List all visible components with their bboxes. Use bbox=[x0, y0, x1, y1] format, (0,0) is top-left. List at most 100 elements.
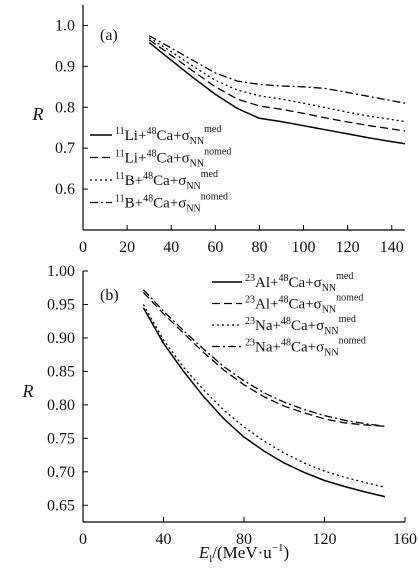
legend-kind: nomed bbox=[201, 192, 228, 203]
x-tick-label: 120 bbox=[313, 531, 337, 548]
legend-sigma: σ bbox=[316, 318, 324, 334]
legend-entry-3: 23Na+48Ca+σNNmed bbox=[245, 314, 356, 337]
legend-sigma: σ bbox=[316, 340, 324, 356]
legend-target: Ca+ bbox=[156, 128, 181, 144]
legend-target-mass: 48 bbox=[281, 316, 291, 327]
legend-target-mass: 48 bbox=[146, 149, 156, 160]
x-label-unit: /(MeV·u bbox=[212, 543, 272, 562]
legend-sigma: σ bbox=[182, 128, 190, 144]
legend-sigma: σ bbox=[178, 196, 186, 212]
y-tick-label: 0.8 bbox=[55, 99, 75, 116]
legend-projectile-mass: 23 bbox=[245, 338, 255, 349]
x-tick-label: 120 bbox=[336, 239, 360, 256]
series-line-2 bbox=[142, 291, 385, 427]
legend-projectile-mass: 23 bbox=[245, 316, 255, 327]
legend-entry-1: 23Al+48Ca+σNNmed bbox=[245, 271, 353, 294]
panel-b: 0 40 80 120 160 0.65 0.70 0.75 0.80 0.85 0.90 0.95 1… bbox=[22, 263, 418, 565]
y-tick-label: 0.95 bbox=[47, 296, 75, 313]
legend-entry-2: 23Al+48Ca+σNNnomed bbox=[245, 293, 363, 316]
legend-sigma: σ bbox=[178, 173, 186, 189]
y-tick-label: 0.90 bbox=[47, 330, 75, 347]
y-tick-label: 0.70 bbox=[47, 464, 75, 481]
legend-sigma-sub: NN bbox=[190, 159, 204, 170]
y-axis-label: R bbox=[22, 381, 34, 401]
legend-projectile: Na+ bbox=[255, 340, 281, 356]
legend-kind: nomed bbox=[336, 293, 363, 304]
legend-entry-4: 11B+48Ca+σNNnomed bbox=[115, 192, 228, 215]
x-tick-label: 0 bbox=[79, 531, 87, 548]
legend-target: Ca+ bbox=[153, 173, 178, 189]
legend-target: Ca+ bbox=[291, 340, 316, 356]
legend-sigma-sub: NN bbox=[186, 181, 200, 192]
legend-sigma-sub: NN bbox=[324, 348, 338, 359]
legend-kind: med bbox=[339, 314, 356, 325]
legend-projectile: Li+ bbox=[125, 151, 147, 167]
legend-sigma: σ bbox=[314, 275, 322, 291]
legend-target-mass: 48 bbox=[146, 126, 156, 137]
legend-projectile: Al+ bbox=[255, 275, 278, 291]
legend-target-mass: 48 bbox=[278, 295, 288, 306]
x-label-sub: l bbox=[209, 553, 212, 565]
x-label-close: ) bbox=[283, 543, 289, 562]
y-axis-label: R bbox=[32, 104, 44, 124]
y-tick-label: 0.65 bbox=[47, 497, 75, 514]
legend-kind: med bbox=[204, 124, 221, 135]
legend-target: Ca+ bbox=[291, 318, 316, 334]
legend-projectile: B+ bbox=[125, 173, 143, 189]
legend-sigma-sub: NN bbox=[322, 305, 336, 316]
x-label-symbol: E bbox=[198, 543, 210, 562]
legend-target: Ca+ bbox=[288, 297, 313, 313]
legend-kind: med bbox=[336, 271, 353, 282]
legend-sigma-sub: NN bbox=[186, 204, 200, 215]
legend-entry-4: 23Na+48Ca+σNNnomed bbox=[245, 336, 366, 359]
legend-sigma-sub: NN bbox=[324, 326, 338, 337]
y-tick-label: 0.6 bbox=[55, 181, 75, 198]
legend-target-mass: 48 bbox=[143, 194, 153, 205]
legend-projectile: Al+ bbox=[255, 297, 278, 313]
legend-sigma: σ bbox=[182, 151, 190, 167]
x-tick-label: 160 bbox=[393, 531, 417, 548]
legend-sigma-sub: NN bbox=[322, 283, 336, 294]
series-line-4 bbox=[142, 289, 385, 427]
legend-projectile-mass: 23 bbox=[245, 273, 255, 284]
legend-target-mass: 48 bbox=[281, 338, 291, 349]
legend-target: Ca+ bbox=[288, 275, 313, 291]
legend-target-mass: 48 bbox=[278, 273, 288, 284]
series-line-1 bbox=[142, 307, 386, 498]
x-tick-label: 20 bbox=[119, 239, 135, 256]
legend-projectile-mass: 11 bbox=[115, 126, 125, 137]
panel-label: (b) bbox=[100, 287, 119, 304]
y-tick-label: 1.00 bbox=[47, 263, 75, 280]
legend-target: Ca+ bbox=[156, 151, 181, 167]
legend-kind: med bbox=[201, 169, 218, 180]
y-tick-label: 1.0 bbox=[55, 17, 75, 34]
x-tick-label: 40 bbox=[156, 531, 172, 548]
legend-sigma-sub: NN bbox=[190, 136, 204, 147]
y-tick-label: 0.7 bbox=[55, 140, 75, 157]
legend-projectile-mass: 23 bbox=[245, 295, 255, 306]
y-tick-label: 0.75 bbox=[47, 430, 75, 447]
y-tick-label: 0.85 bbox=[47, 363, 75, 380]
panel-a: 0 20 40 60 80 100 120 1400.60.70.80.91.0R(a)11L… bbox=[32, 5, 406, 256]
x-label-sup: −1 bbox=[272, 542, 284, 554]
x-tick-label: 60 bbox=[207, 239, 223, 256]
legend-entry-3: 11B+48Ca+σNNmed bbox=[115, 169, 218, 192]
legend-projectile: B+ bbox=[125, 196, 143, 212]
panel-label: (a) bbox=[100, 27, 118, 44]
x-tick-label: 100 bbox=[292, 239, 316, 256]
series-line-1 bbox=[148, 42, 406, 145]
x-tick-label: 40 bbox=[163, 239, 179, 256]
series-line-4 bbox=[148, 35, 406, 104]
legend-projectile-mass: 11 bbox=[115, 194, 125, 205]
legend-target: Ca+ bbox=[153, 196, 178, 212]
legend-entry-1: 11Li+48Ca+σNNmed bbox=[115, 124, 221, 147]
y-tick-label: 0.80 bbox=[47, 397, 75, 414]
legend-projectile: Li+ bbox=[125, 128, 147, 144]
legend-entry-2: 11Li+48Ca+σNNnomed bbox=[115, 147, 231, 170]
x-tick-label: 0 bbox=[79, 239, 87, 256]
legend-kind: nomed bbox=[339, 336, 366, 347]
legend-sigma: σ bbox=[314, 297, 322, 313]
legend-kind: nomed bbox=[204, 147, 231, 158]
legend-target-mass: 48 bbox=[143, 171, 153, 182]
